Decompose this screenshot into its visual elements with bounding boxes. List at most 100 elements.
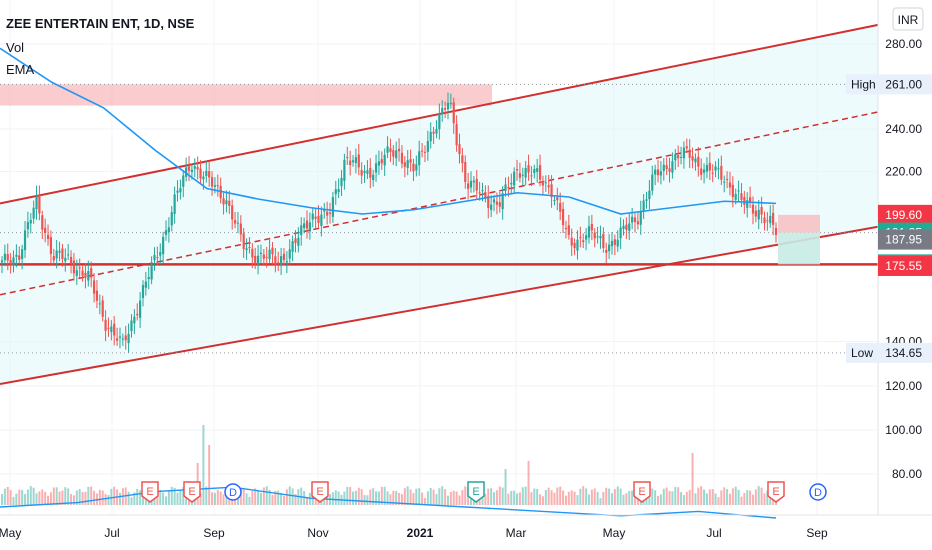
candle-body [587, 226, 591, 238]
ema-indicator-label[interactable]: EMA [6, 62, 35, 77]
candle-body [334, 189, 337, 195]
volume-bar [26, 489, 29, 505]
candle-body [677, 155, 680, 159]
reward-zone [778, 232, 820, 265]
volume-bar [239, 487, 242, 505]
candle-body [527, 165, 530, 173]
volume-bar [84, 491, 87, 505]
volume-bar [242, 488, 245, 505]
volume-bar [539, 494, 542, 505]
price-badge-bg [878, 204, 932, 225]
candle-body [64, 257, 67, 262]
volume-bar [599, 498, 602, 505]
volume-bar [75, 490, 78, 505]
candle-body [245, 248, 248, 251]
volume-bar [697, 487, 700, 505]
volume-bar [110, 488, 113, 505]
earnings-marker[interactable]: E [467, 481, 485, 503]
candle-body [115, 338, 119, 341]
volume-bar [668, 490, 671, 505]
dividend-marker[interactable]: D [224, 483, 242, 501]
candle-body [41, 215, 44, 230]
candle-body [734, 193, 737, 200]
volume-bar [564, 495, 567, 505]
volume-bar [372, 488, 375, 505]
candle-body [711, 172, 714, 174]
volume-bar [406, 486, 409, 505]
volume-bar [628, 491, 631, 505]
candle-body [590, 223, 593, 231]
volume-bar [461, 490, 464, 505]
candle-body [291, 241, 294, 252]
volume-bar [737, 489, 740, 505]
candle-body [536, 168, 539, 172]
price-tick-label: 120.00 [885, 379, 922, 393]
trend-channel [0, 23, 879, 385]
candle-body [490, 204, 493, 210]
earnings-marker[interactable]: E [767, 481, 785, 503]
volume-bar [386, 491, 389, 505]
candle-body [366, 170, 369, 174]
volume-bar [15, 493, 18, 505]
candle-body [288, 249, 291, 259]
volume-bar [562, 490, 565, 505]
candle-body [717, 168, 720, 170]
candle-body [314, 216, 317, 219]
earnings-marker[interactable]: E [183, 481, 201, 503]
candle-body [52, 256, 55, 261]
candle-body [561, 208, 565, 226]
candle-body [377, 161, 381, 166]
volume-bar [766, 490, 769, 505]
candle-body [533, 168, 536, 174]
candle-body [343, 159, 346, 181]
candle-body [297, 237, 300, 246]
risk-zone [778, 214, 820, 233]
candle-body [668, 168, 671, 172]
volume-bar [369, 489, 372, 505]
candle-body [426, 141, 429, 152]
candle-body [239, 223, 242, 235]
volume-bar [432, 489, 435, 505]
volume-bar [723, 487, 726, 505]
earnings-marker[interactable]: E [311, 481, 329, 503]
candle-body [418, 151, 421, 166]
earnings-marker[interactable]: E [141, 481, 159, 503]
candle-body [179, 188, 182, 193]
candle-body [386, 146, 389, 153]
candle-body [354, 157, 358, 164]
earnings-marker[interactable]: E [633, 481, 651, 503]
candle-body [567, 225, 570, 235]
volume-bar [219, 491, 222, 505]
price-tick-label: 280.00 [885, 37, 922, 51]
candle-body [383, 154, 386, 166]
candle-body [662, 164, 665, 171]
candle-body [409, 159, 412, 163]
volume-bar [567, 491, 570, 505]
candle-body [92, 280, 96, 294]
candle-body [487, 195, 490, 208]
candle-body [202, 176, 205, 180]
dividend-marker[interactable]: D [809, 483, 827, 501]
ema-line [0, 47, 777, 215]
volume-indicator-label[interactable]: Vol [6, 40, 25, 55]
volume-bar [570, 490, 573, 505]
price-candles [0, 92, 778, 353]
candle-body [167, 227, 170, 233]
volume-bar [285, 489, 288, 505]
volume-bar [495, 490, 498, 505]
level-badge-name: High [851, 77, 876, 91]
volume-bar [222, 494, 225, 505]
volume-bar [605, 487, 608, 505]
candle-body [285, 261, 288, 263]
candle-body [628, 223, 631, 231]
volume-bar [392, 490, 395, 505]
volume-bar [530, 492, 533, 505]
volume-bar [274, 490, 277, 505]
candle-body [725, 179, 729, 181]
candle-body [44, 227, 47, 234]
candle-body [435, 129, 438, 134]
volume-bar [153, 495, 156, 505]
volume-bar [354, 490, 357, 505]
